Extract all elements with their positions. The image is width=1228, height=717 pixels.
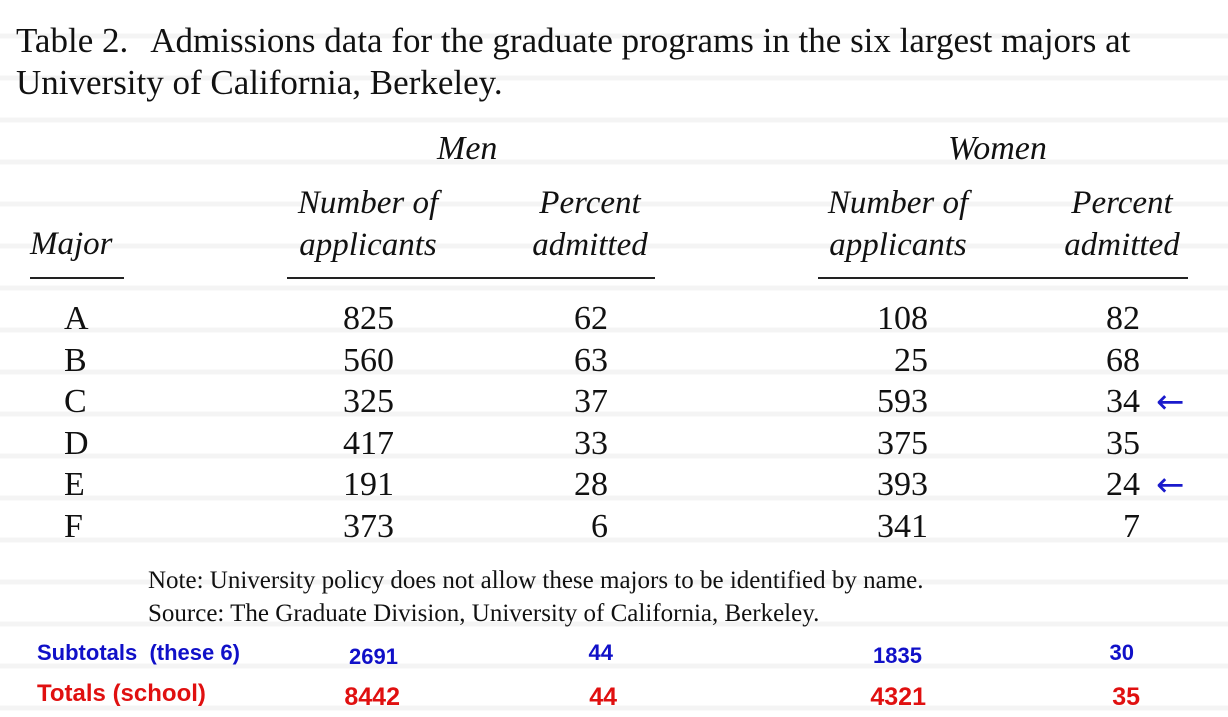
header-rule-men [287,277,655,279]
cell-women-applicants: 341 [877,508,928,545]
table-number: Table 2. [16,21,129,60]
subtotals-women-percent: 30 [1109,640,1134,665]
subtotals-label: Subtotals (these 6) [37,640,240,665]
cell-major: F [64,508,83,545]
cell-women-percent: 34 [1106,383,1140,420]
cell-men-applicants: 191 [343,466,394,503]
column-header-men-applicants: Number of applicants [278,182,458,266]
group-header-women: Women [948,130,1047,167]
cell-major: C [64,383,87,420]
totals-women-applicants: 4321 [870,683,926,711]
cell-women-percent: 68 [1106,342,1140,379]
subtotals-men-applicants: 2691 [349,644,398,669]
cell-women-applicants: 108 [877,300,928,337]
table-row: B 560 63 25 68 [0,340,1228,382]
left-arrow-icon: ← [1156,382,1185,422]
cell-major: B [64,342,87,379]
cell-men-percent: 28 [574,466,608,503]
header-line: Number of [297,185,439,221]
totals-men-percent: 44 [589,683,617,711]
table-row: F 373 6 341 7 [0,506,1228,548]
cell-women-applicants: 375 [877,425,928,462]
table-row: A 825 62 108 82 [0,298,1228,340]
column-header-major: Major [30,226,113,262]
cell-men-applicants: 373 [343,508,394,545]
header-line: Number of [827,185,969,221]
header-line: admitted [532,227,648,263]
header-line: applicants [299,227,437,263]
cell-men-percent: 6 [591,508,608,545]
cell-women-percent: 82 [1106,300,1140,337]
table-row: C 325 37 593 34 ← [0,381,1228,423]
cell-major: D [64,425,89,462]
cell-men-applicants: 825 [343,300,394,337]
subtotals-row: Subtotals (these 6) 2691 44 1835 30 [0,635,1228,671]
table-caption: Table 2. Admissions data for the graduate… [16,20,1211,104]
cell-major: E [64,466,85,503]
header-rule-women [818,277,1188,279]
cell-women-applicants: 393 [877,466,928,503]
totals-men-applicants: 8442 [344,683,400,711]
cell-women-percent: 24 [1106,466,1140,503]
totals-label: Totals (school) [37,680,206,707]
totals-row: Totals (school) 8442 44 4321 35 [0,676,1228,712]
cell-men-applicants: 560 [343,342,394,379]
subtotals-women-applicants: 1835 [873,643,922,668]
header-line: Percent [1071,185,1173,221]
table-row: D 417 33 375 35 [0,423,1228,465]
cell-men-applicants: 417 [343,425,394,462]
left-arrow-icon: ← [1156,465,1185,505]
header-line: admitted [1064,227,1180,263]
cell-women-applicants: 593 [877,383,928,420]
cell-men-applicants: 325 [343,383,394,420]
cell-women-percent: 35 [1106,425,1140,462]
table-row: E 191 28 393 24 ← [0,464,1228,506]
header-line: applicants [829,227,967,263]
cell-men-percent: 63 [574,342,608,379]
header-line: Percent [539,185,641,221]
column-header-men-percent: Percent admitted [510,182,670,266]
cell-men-percent: 33 [574,425,608,462]
caption-text: Admissions data for the graduate program… [16,21,1131,102]
cell-women-percent: 7 [1123,508,1140,545]
table-source: Source: The Graduate Division, Universit… [148,600,820,627]
column-header-women-applicants: Number of applicants [808,182,988,266]
header-rule-major [30,277,124,279]
group-header-men: Men [437,130,498,167]
totals-women-percent: 35 [1112,683,1140,711]
subtotals-men-percent: 44 [588,640,613,665]
cell-women-applicants: 25 [894,342,928,379]
cell-major: A [64,300,89,337]
table-note: Note: University policy does not allow t… [148,567,924,594]
cell-men-percent: 62 [574,300,608,337]
cell-men-percent: 37 [574,383,608,420]
column-header-women-percent: Percent admitted [1042,182,1202,266]
